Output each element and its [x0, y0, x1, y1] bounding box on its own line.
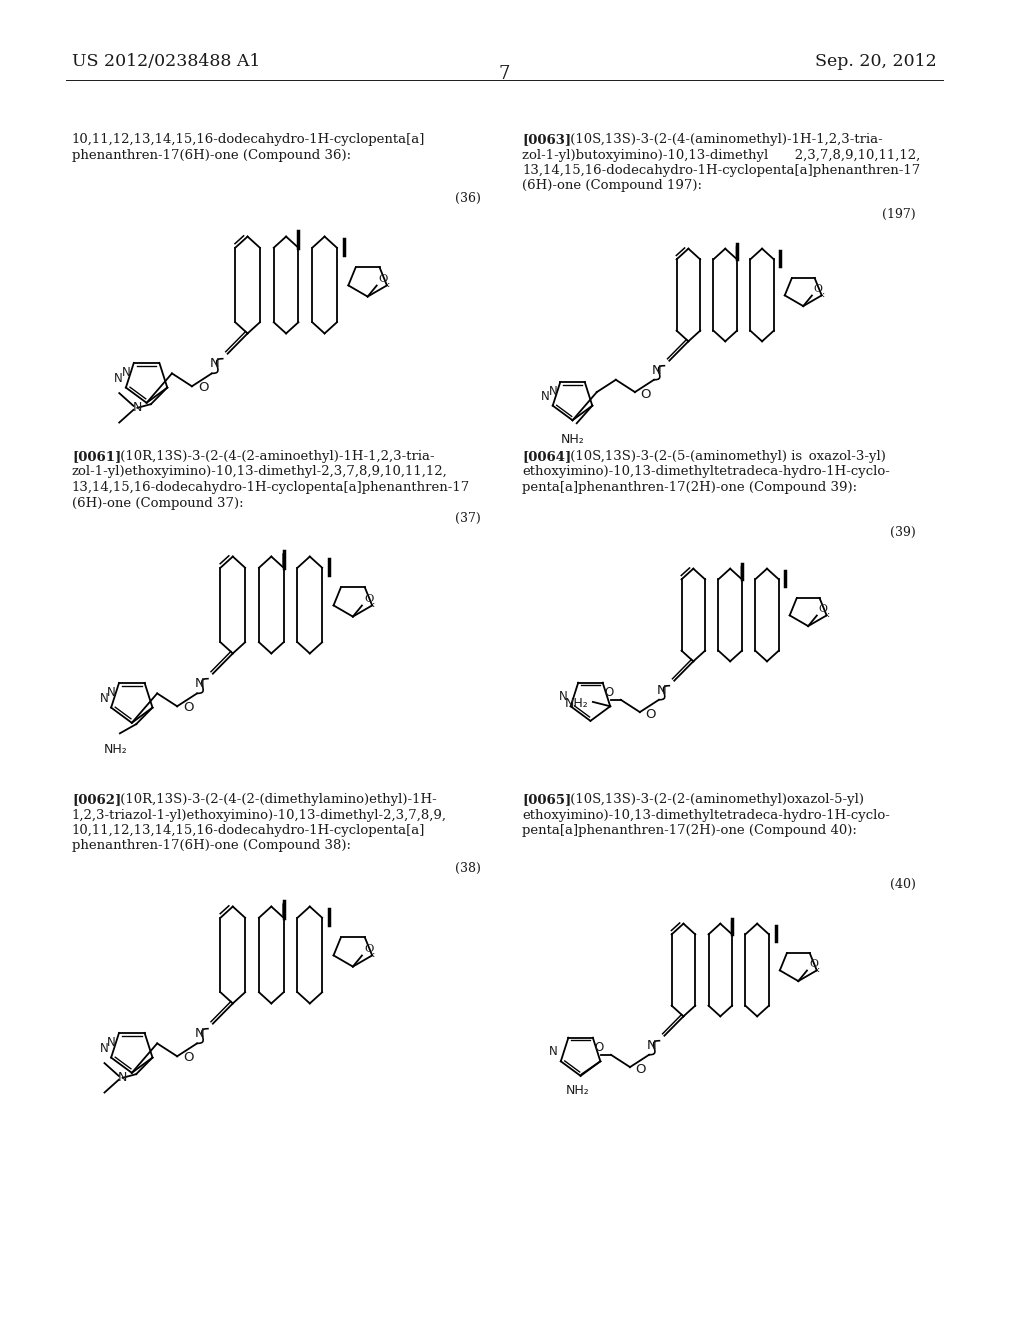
Text: 10,11,12,13,14,15,16-dodecahydro-1H-cyclopenta[a]: 10,11,12,13,14,15,16-dodecahydro-1H-cycl…: [72, 133, 425, 147]
Text: penta[a]phenanthren-17(2H)-one (Compound 40):: penta[a]phenanthren-17(2H)-one (Compound…: [522, 824, 857, 837]
Text: O: O: [183, 701, 195, 714]
Text: ethoxyimino)-10,13-dimethyltetradeca-hydro-1H-cyclo-: ethoxyimino)-10,13-dimethyltetradeca-hyd…: [522, 808, 890, 821]
Text: N: N: [549, 385, 557, 399]
Text: (6H)-one (Compound 197):: (6H)-one (Compound 197):: [522, 180, 702, 193]
Text: N: N: [122, 366, 131, 379]
Text: O: O: [199, 381, 209, 395]
Text: [0061]: [0061]: [72, 450, 121, 463]
Text: O: O: [636, 1063, 646, 1076]
Text: (38): (38): [455, 862, 480, 875]
Text: O: O: [814, 284, 823, 293]
Text: [0062]: [0062]: [72, 793, 121, 807]
Text: N: N: [99, 692, 109, 705]
Text: (10R,13S)-3-(2-(4-(2-(dimethylamino)ethyl)-1H-: (10R,13S)-3-(2-(4-(2-(dimethylamino)ethy…: [106, 793, 436, 807]
Text: (10S,13S)-3-(2-(2-(aminomethyl)oxazol-5-yl): (10S,13S)-3-(2-(2-(aminomethyl)oxazol-5-…: [557, 793, 864, 807]
Text: (36): (36): [455, 191, 480, 205]
Text: :: :: [372, 949, 375, 958]
Text: :: :: [372, 599, 375, 609]
Text: :: :: [386, 280, 390, 289]
Text: ethoxyimino)-10,13-dimethyltetradeca-hydro-1H-cyclo-: ethoxyimino)-10,13-dimethyltetradeca-hyd…: [522, 466, 890, 479]
Text: [0063]: [0063]: [522, 133, 571, 147]
Text: O: O: [379, 273, 388, 284]
Text: (197): (197): [883, 209, 916, 220]
Text: N: N: [108, 1036, 116, 1049]
Text: N: N: [647, 1039, 656, 1052]
Text: N: N: [108, 686, 116, 698]
Text: N: N: [210, 356, 220, 370]
Text: (10S,13S)-3-(2-(5-(aminomethyl) is oxazol-3-yl): (10S,13S)-3-(2-(5-(aminomethyl) is oxazo…: [557, 450, 886, 463]
Text: N: N: [133, 401, 142, 414]
Text: phenanthren-17(6H)-one (Compound 38):: phenanthren-17(6H)-one (Compound 38):: [72, 840, 351, 853]
Text: N: N: [115, 372, 123, 384]
Text: penta[a]phenanthren-17(2H)-one (Compound 39):: penta[a]phenanthren-17(2H)-one (Compound…: [522, 480, 857, 494]
Text: 13,14,15,16-dodecahydro-1H-cyclopenta[a]phenanthren-17: 13,14,15,16-dodecahydro-1H-cyclopenta[a]…: [522, 164, 921, 177]
Text: N: N: [196, 1027, 205, 1040]
Text: O: O: [819, 603, 827, 614]
Text: 13,14,15,16-dodecahydro-1H-cyclopenta[a]phenanthren-17: 13,14,15,16-dodecahydro-1H-cyclopenta[a]…: [72, 480, 470, 494]
Text: 1,2,3-triazol-1-yl)ethoxyimino)-10,13-dimethyl-2,3,7,8,9,: 1,2,3-triazol-1-yl)ethoxyimino)-10,13-di…: [72, 808, 446, 821]
Text: (37): (37): [455, 512, 480, 525]
Text: N: N: [549, 1045, 558, 1059]
Text: :: :: [821, 289, 825, 298]
Text: zol-1-yl)ethoxyimino)-10,13-dimethyl-2,3,7,8,9,10,11,12,: zol-1-yl)ethoxyimino)-10,13-dimethyl-2,3…: [72, 466, 447, 479]
Text: N: N: [196, 677, 205, 689]
Text: N: N: [651, 364, 662, 376]
Text: O: O: [641, 388, 651, 401]
Text: NH₂: NH₂: [561, 433, 585, 446]
Text: (10R,13S)-3-(2-(4-(2-aminoethyl)-1H-1,2,3-tria-: (10R,13S)-3-(2-(4-(2-aminoethyl)-1H-1,2,…: [106, 450, 434, 463]
Text: (6H)-one (Compound 37):: (6H)-one (Compound 37):: [72, 496, 244, 510]
Text: :: :: [817, 965, 820, 974]
Text: NH₂: NH₂: [104, 743, 128, 756]
Text: US 2012/0238488 A1: US 2012/0238488 A1: [72, 53, 260, 70]
Text: NH₂: NH₂: [565, 1085, 589, 1097]
Text: N: N: [559, 690, 567, 704]
Text: zol-1-yl)butoxyimino)-10,13-dimethyl  2,3,7,8,9,10,11,12,: zol-1-yl)butoxyimino)-10,13-dimethyl 2,3…: [522, 149, 921, 161]
Text: [0064]: [0064]: [522, 450, 571, 463]
Text: [0065]: [0065]: [522, 793, 571, 807]
Text: O: O: [595, 1040, 604, 1053]
Text: O: O: [364, 594, 374, 603]
Text: O: O: [604, 685, 614, 698]
Text: (40): (40): [890, 878, 916, 891]
Text: O: O: [364, 944, 374, 953]
Text: :: :: [826, 610, 829, 619]
Text: 7: 7: [499, 65, 510, 83]
Text: N: N: [656, 684, 667, 697]
Text: O: O: [645, 708, 656, 721]
Text: N: N: [541, 389, 550, 403]
Text: NH₂: NH₂: [565, 697, 589, 710]
Text: O: O: [809, 958, 818, 969]
Text: N: N: [118, 1072, 127, 1084]
Text: Sep. 20, 2012: Sep. 20, 2012: [815, 53, 937, 70]
Text: 10,11,12,13,14,15,16-dodecahydro-1H-cyclopenta[a]: 10,11,12,13,14,15,16-dodecahydro-1H-cycl…: [72, 824, 425, 837]
Text: (10S,13S)-3-(2-(4-(aminomethyl)-1H-1,2,3-tria-: (10S,13S)-3-(2-(4-(aminomethyl)-1H-1,2,3…: [557, 133, 883, 147]
Text: phenanthren-17(6H)-one (Compound 36):: phenanthren-17(6H)-one (Compound 36):: [72, 149, 351, 161]
Text: (39): (39): [890, 525, 916, 539]
Text: O: O: [183, 1052, 195, 1064]
Text: N: N: [99, 1041, 109, 1055]
